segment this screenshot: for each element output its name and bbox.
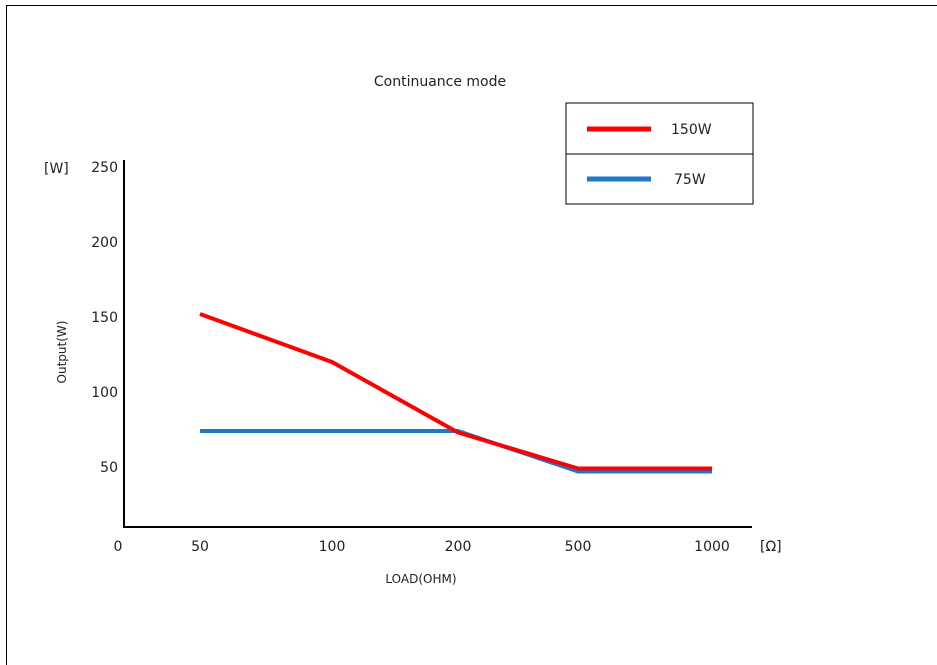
y-tick-label: 50 [100,460,118,476]
x-axis-label: LOAD(OHM) [385,572,456,586]
y-tick-label: 200 [91,235,118,251]
legend-label-75w: 75W [674,172,706,188]
y-tick-label: 250 [91,160,118,176]
y-tick-label: 100 [91,385,118,401]
y-unit-label: [W] [44,161,69,177]
x-tick-label: 200 [445,539,472,555]
series-line-150w [199,312,712,471]
chart-title: Continuance mode [374,74,506,90]
y-tick-labels: 250 200 150 100 50 [91,160,118,476]
series-line-75w [200,429,712,474]
x-tick-label: 100 [319,539,346,555]
x-tick-labels: 0 50 100 200 500 1000 [114,539,730,555]
chart-frame [6,5,937,665]
x-tick-label: 0 [114,539,123,555]
x-tick-label: 500 [565,539,592,555]
legend-label-150w: 150W [671,122,712,138]
series-lines [199,312,712,474]
x-unit-label: [Ω] [760,539,782,555]
y-tick-label: 150 [91,310,118,326]
x-tick-label: 1000 [694,539,730,555]
y-axis-label: Output(W) [55,321,69,384]
legend: 150W 75W [565,102,754,205]
x-tick-label: 50 [191,539,209,555]
